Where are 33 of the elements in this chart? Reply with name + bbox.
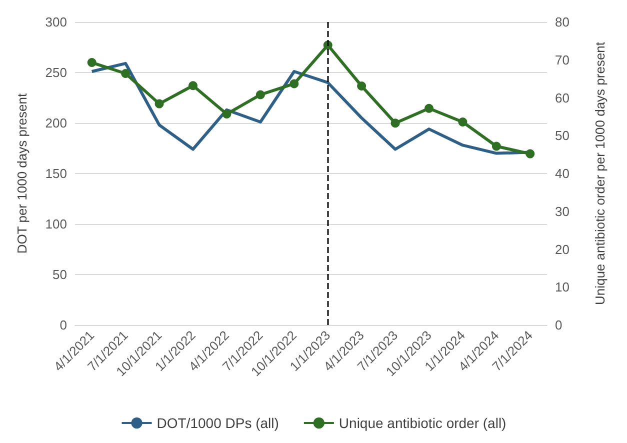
point (458, 117, 468, 126)
y-tick-label: 150 (45, 166, 67, 181)
y2-tick-label: 80 (555, 14, 570, 30)
point (357, 82, 366, 91)
point (390, 118, 400, 128)
y-tick-label: 0 (60, 318, 67, 332)
point (290, 79, 299, 88)
point (188, 81, 198, 90)
y-tick-label: 250 (45, 65, 67, 80)
point (492, 142, 501, 151)
point (256, 90, 265, 100)
legend-label: Unique antibiotic order (all) (338, 415, 506, 431)
y2-tick-label: 50 (555, 128, 570, 144)
y2-tick-label: 60 (555, 90, 570, 106)
y-tick-label: 200 (45, 116, 67, 130)
y-tick-label: 100 (45, 216, 67, 232)
y2-tick-label: 0 (555, 318, 562, 332)
y2-tick-label: 40 (555, 166, 570, 181)
y-axis-title: DOT per 1000 days present (14, 93, 30, 254)
legend-label: DOT/1000 DPs (all) (156, 415, 279, 431)
point (87, 58, 96, 68)
point (424, 104, 434, 113)
y-tick-label: 50 (52, 267, 67, 282)
point (526, 149, 535, 158)
y2-tick-label: 10 (555, 280, 570, 295)
y2-tick-label: 70 (555, 52, 570, 68)
point (121, 69, 130, 78)
y2-axis-title: Unique antibiotic order per 1000 days present (592, 42, 608, 306)
point (154, 99, 164, 108)
y-tick-label: 300 (45, 14, 67, 30)
y2-tick-label: 30 (555, 204, 570, 219)
y2-tick-label: 20 (555, 242, 570, 257)
point (222, 110, 232, 119)
